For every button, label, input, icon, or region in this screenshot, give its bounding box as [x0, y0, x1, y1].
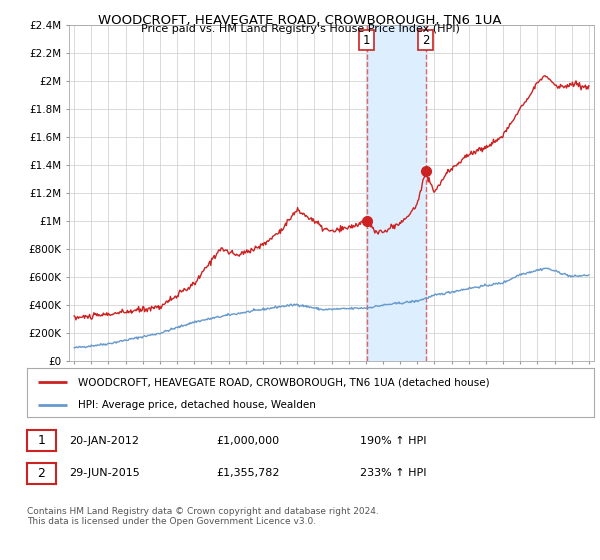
Text: 1: 1 [37, 434, 46, 447]
Text: £1,355,782: £1,355,782 [216, 468, 280, 478]
Text: 233% ↑ HPI: 233% ↑ HPI [360, 468, 427, 478]
Text: Contains HM Land Registry data © Crown copyright and database right 2024.
This d: Contains HM Land Registry data © Crown c… [27, 507, 379, 526]
Text: WOODCROFT, HEAVEGATE ROAD, CROWBOROUGH, TN6 1UA (detached house): WOODCROFT, HEAVEGATE ROAD, CROWBOROUGH, … [78, 377, 490, 387]
Text: £1,000,000: £1,000,000 [216, 436, 279, 446]
Text: 29-JUN-2015: 29-JUN-2015 [69, 468, 140, 478]
Text: Price paid vs. HM Land Registry's House Price Index (HPI): Price paid vs. HM Land Registry's House … [140, 24, 460, 34]
Text: HPI: Average price, detached house, Wealden: HPI: Average price, detached house, Weal… [78, 400, 316, 410]
Text: 190% ↑ HPI: 190% ↑ HPI [360, 436, 427, 446]
Text: 2: 2 [37, 466, 46, 480]
Bar [367, 25, 425, 361]
Text: WOODCROFT, HEAVEGATE ROAD, CROWBOROUGH, TN6 1UA: WOODCROFT, HEAVEGATE ROAD, CROWBOROUGH, … [98, 14, 502, 27]
Text: 2: 2 [422, 34, 430, 46]
Text: 1: 1 [363, 34, 370, 46]
Text: 20-JAN-2012: 20-JAN-2012 [69, 436, 139, 446]
